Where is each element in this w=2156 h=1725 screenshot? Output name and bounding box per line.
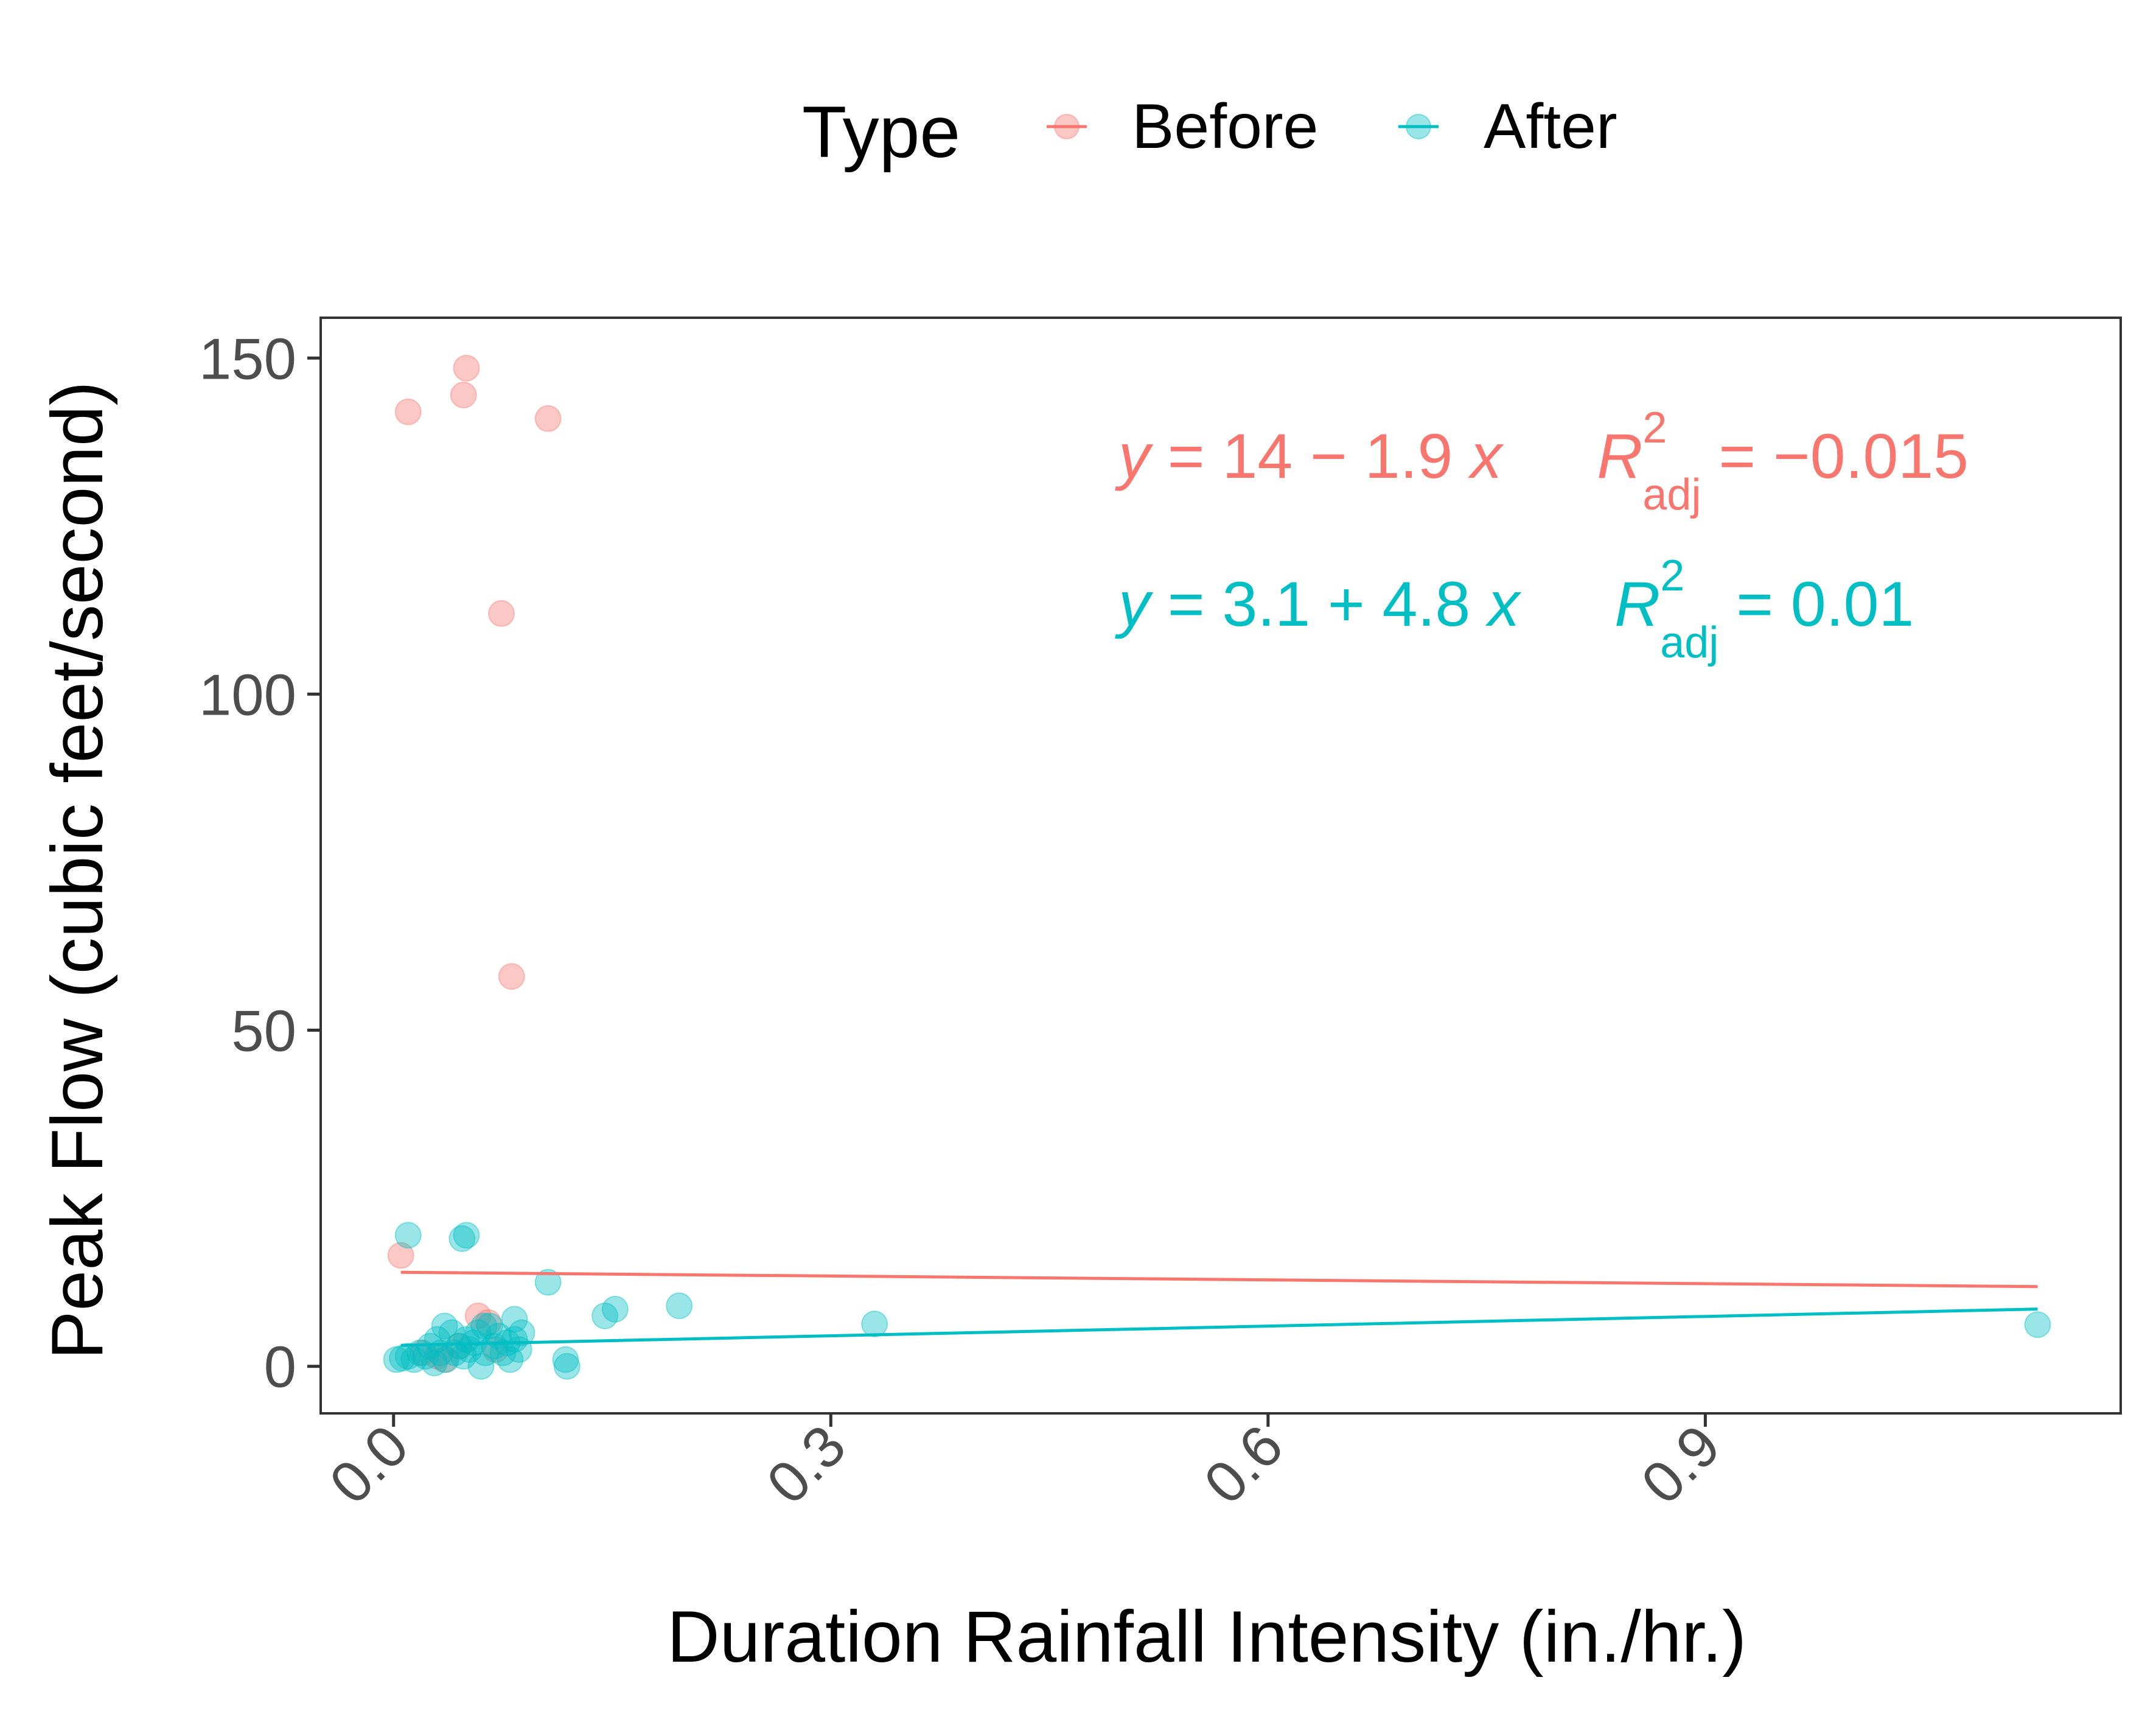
data-point-after — [441, 1339, 469, 1366]
data-point-after — [394, 1343, 422, 1370]
data-point-before — [450, 381, 477, 408]
legend-label-after: After — [1484, 91, 1617, 162]
data-point-before — [487, 600, 515, 627]
data-point-after — [400, 1346, 428, 1373]
legend-title: Type — [802, 91, 960, 173]
data-point-after — [497, 1346, 524, 1373]
legend-label-before: Before — [1132, 91, 1318, 162]
data-point-after — [861, 1310, 888, 1338]
data-point-after — [552, 1346, 579, 1373]
fit-line-before — [400, 1270, 2038, 1289]
data-point-after — [501, 1326, 528, 1353]
data-point-after — [467, 1352, 495, 1380]
data-point-before — [387, 1242, 414, 1269]
fit-lines-layer — [400, 1270, 2038, 1347]
data-point-after — [508, 1319, 536, 1346]
data-point-after — [476, 1312, 503, 1340]
legend: Type Before After — [802, 91, 1617, 173]
data-point-after — [591, 1302, 619, 1329]
data-point-after — [448, 1225, 476, 1252]
data-point-before — [445, 1332, 473, 1360]
x-tick-label: 0.0 — [318, 1413, 421, 1516]
y-axis-title: Peak Flow (cubic feet/second) — [37, 381, 118, 1359]
data-point-after — [453, 1326, 480, 1353]
data-point-after — [453, 1222, 480, 1249]
data-point-after — [472, 1339, 499, 1366]
data-point-after — [420, 1349, 448, 1377]
data-point-before — [534, 405, 562, 432]
data-point-after — [464, 1319, 492, 1346]
legend-key-before — [1047, 114, 1087, 139]
points-layer — [383, 354, 2051, 1380]
data-point-before — [498, 963, 525, 990]
data-point-after — [666, 1292, 693, 1320]
data-point-before — [464, 1302, 492, 1329]
data-point-after — [470, 1312, 498, 1340]
data-point-before — [453, 354, 480, 382]
x-tick-label: 0.6 — [1192, 1413, 1296, 1516]
data-point-after — [2024, 1311, 2051, 1338]
regression-equation-after: y = 3.1 + 4.8 x R2 adj = 0.01 — [1115, 551, 1914, 667]
y-tick-label: 50 — [231, 999, 296, 1064]
data-point-after — [383, 1346, 410, 1373]
data-point-after — [481, 1332, 508, 1360]
plot-panel-border — [319, 317, 2122, 1415]
data-point-after — [445, 1332, 473, 1360]
y-tick-label: 100 — [199, 662, 296, 727]
y-tick-label: 150 — [199, 326, 296, 391]
x-tick-label: 0.3 — [755, 1413, 858, 1516]
x-axis-title: Duration Rainfall Intensity (in./hr.) — [667, 1596, 1746, 1678]
data-point-after — [601, 1295, 629, 1323]
data-point-before — [394, 398, 422, 425]
regression-equation-before: y = 14 − 1.9 x R2 adj = −0.015 — [1115, 404, 1969, 519]
data-point-after — [534, 1268, 562, 1296]
data-point-before — [431, 1346, 458, 1373]
data-point-after — [501, 1306, 528, 1333]
data-point-before — [475, 1309, 502, 1336]
x-tick-label: 0.9 — [1629, 1413, 1732, 1516]
data-point-after — [553, 1352, 581, 1380]
data-point-after — [394, 1222, 422, 1249]
data-point-after — [431, 1312, 458, 1340]
legend-key-after — [1398, 114, 1439, 139]
fit-line-after — [400, 1307, 2038, 1347]
data-point-after — [427, 1339, 454, 1366]
data-point-after — [489, 1339, 517, 1366]
data-point-after — [432, 1346, 459, 1373]
y-tick-label: 0 — [264, 1335, 296, 1400]
equations-layer: y = 14 − 1.9 x R2 adj = −0.015 y = 3.1 + 4… — [1115, 404, 1969, 667]
